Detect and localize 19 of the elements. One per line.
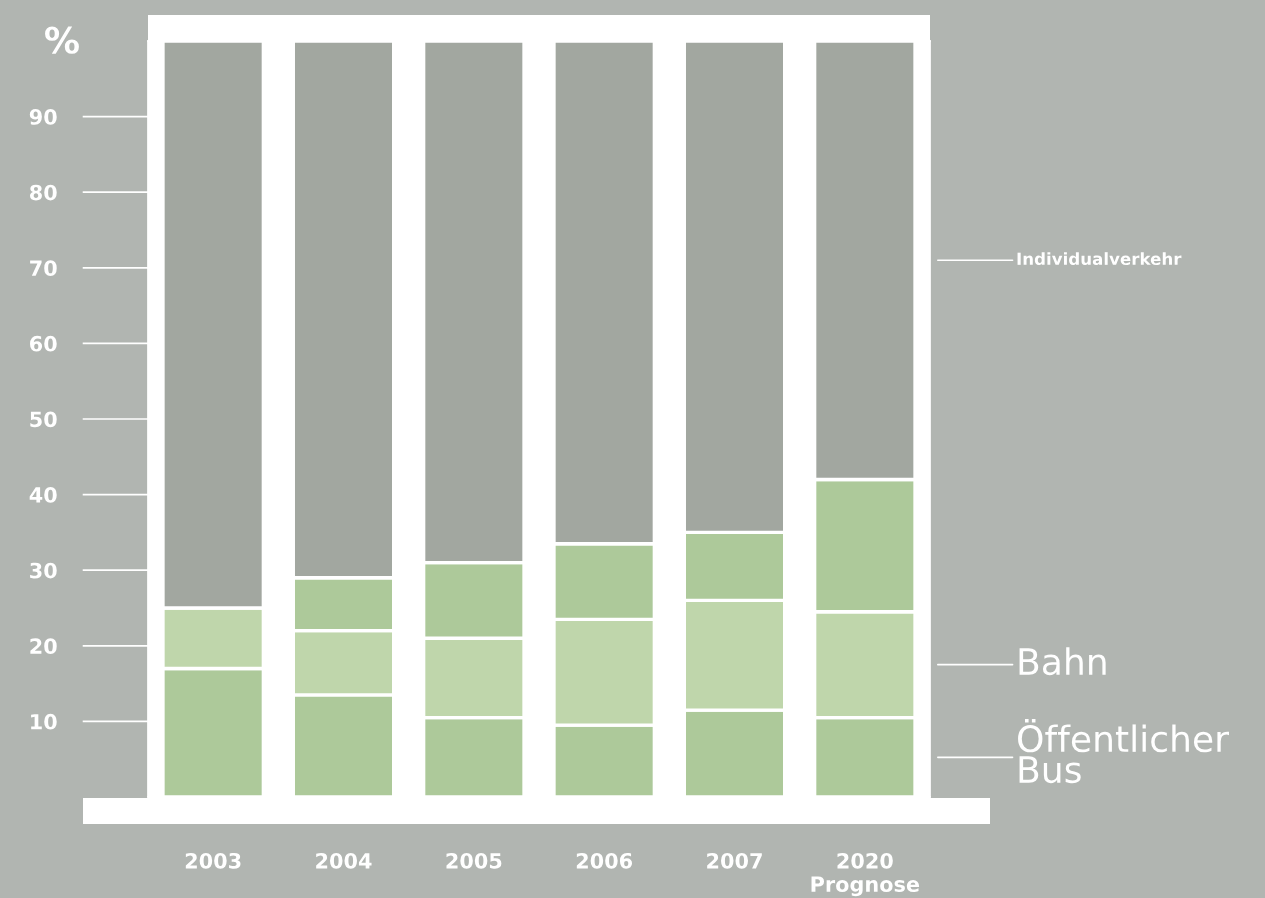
- legend-label: Öffentlicher Bus: [1018, 718, 1229, 784]
- legend-label: Bahn: [1019, 647, 1106, 676]
- y-axis-title: %: [45, 26, 79, 54]
- x-tick-label: 2005: [446, 852, 502, 869]
- y-tick-label: 60: [30, 335, 57, 352]
- x-tick-label: 2003: [185, 852, 241, 869]
- y-tick-label: 70: [30, 260, 57, 277]
- x-tick-label: 2007: [707, 852, 762, 869]
- y-tick-label: 90: [29, 109, 57, 125]
- y-tick-label: 80: [30, 184, 57, 201]
- y-tick-label: 10: [31, 713, 57, 730]
- y-tick-label: 30: [30, 562, 57, 579]
- y-tick-label: 20: [30, 638, 57, 655]
- x-tick-label: 2006: [576, 852, 633, 869]
- y-tick-label: 50: [30, 411, 57, 428]
- legend-label: Individualverkehr: [1017, 252, 1182, 266]
- x-tick-label: 2020 Prognose: [811, 852, 920, 897]
- x-tick-label: 2004: [316, 852, 372, 869]
- y-tick-label: 40: [29, 487, 57, 503]
